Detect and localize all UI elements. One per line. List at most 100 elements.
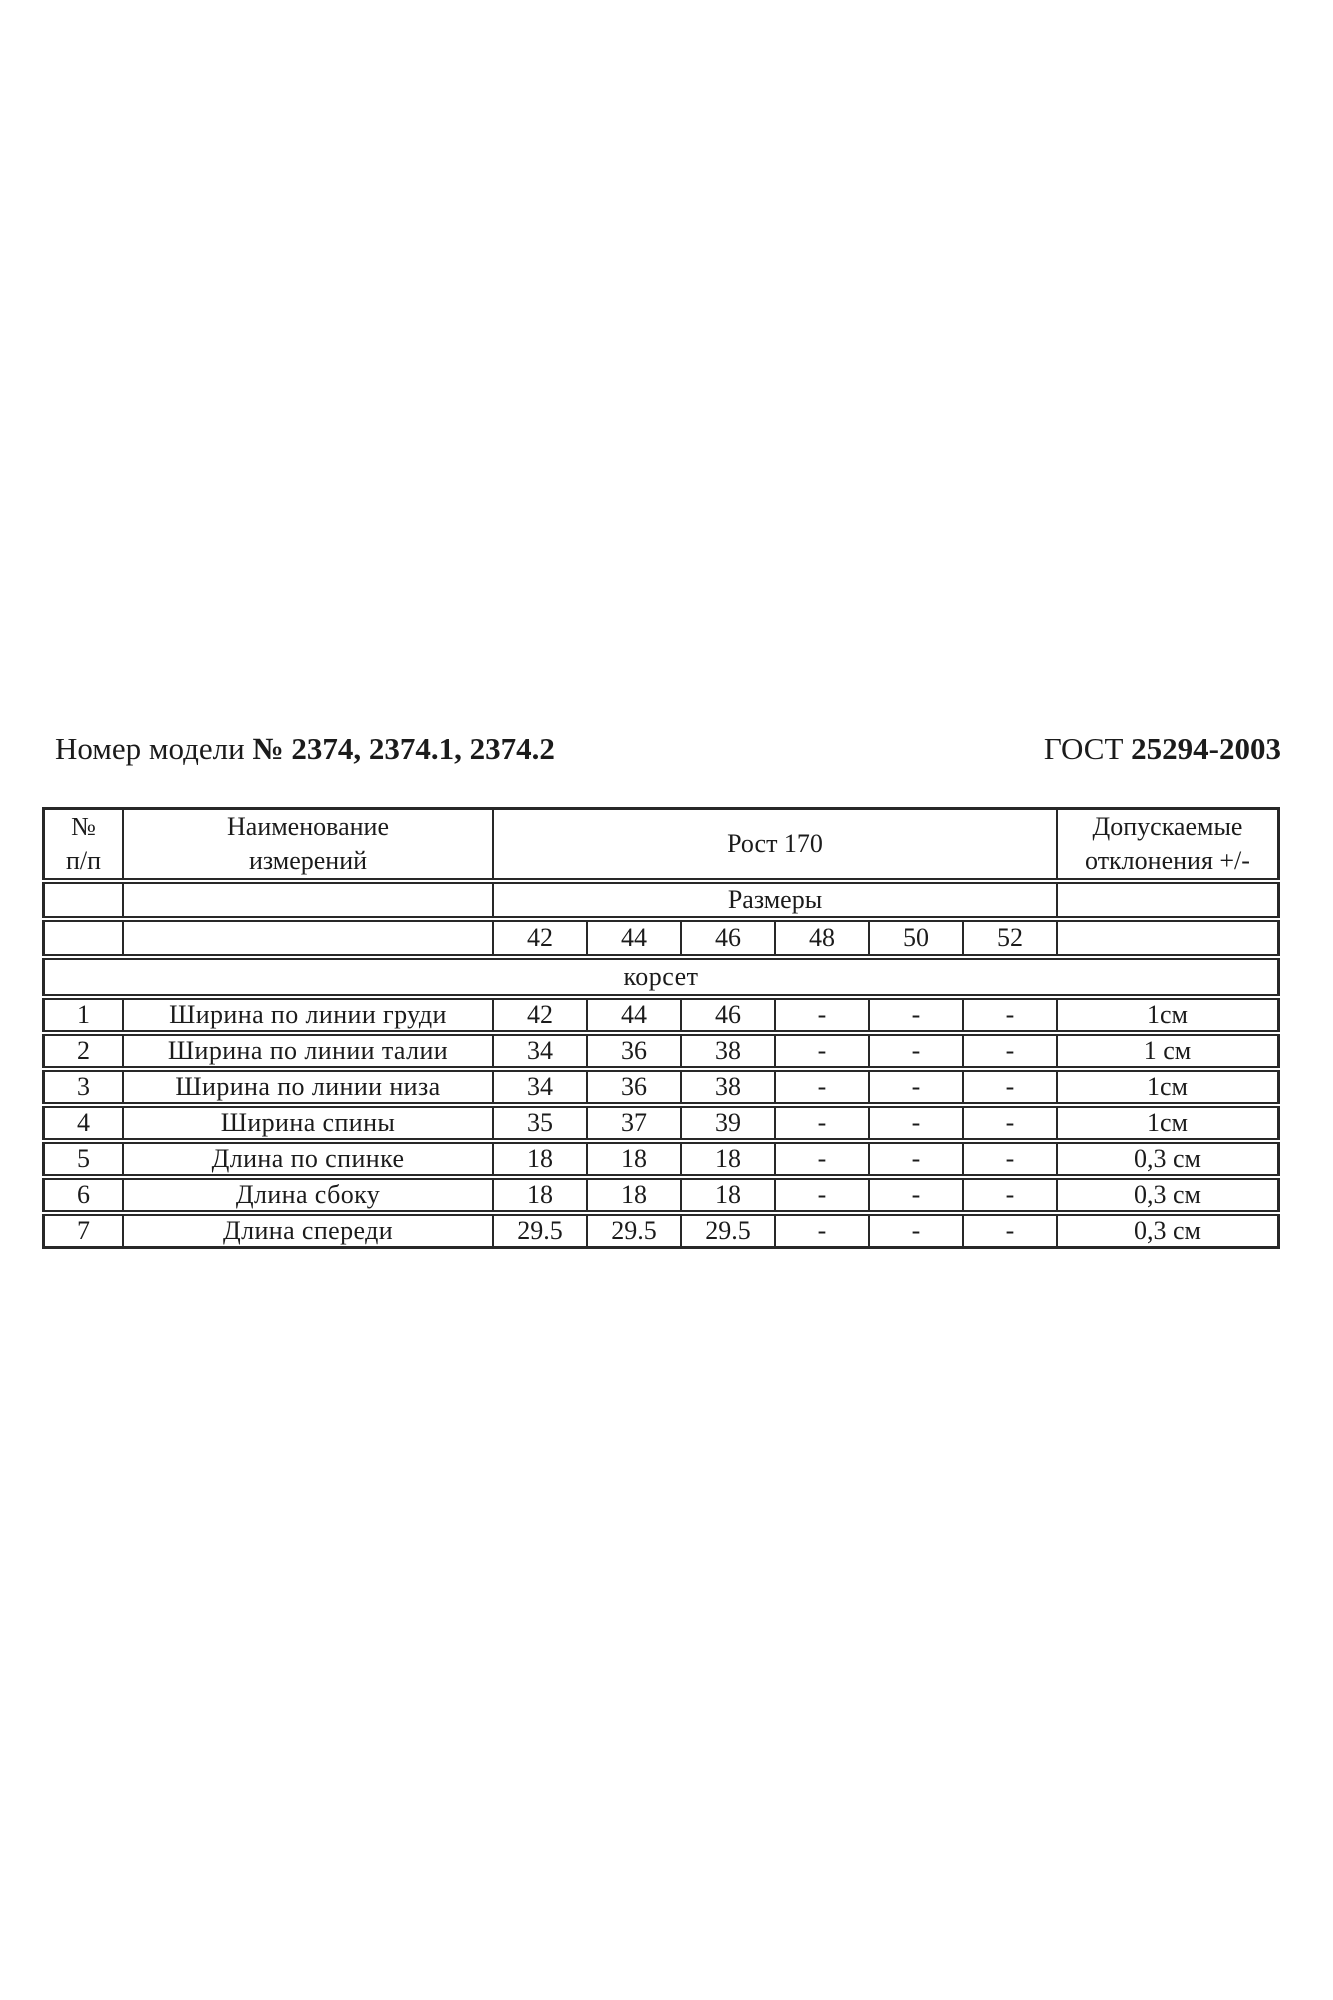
size-value: 42 <box>492 998 586 1032</box>
tolerance-value: 0,3 см <box>1056 1142 1280 1176</box>
model-numbers: № 2374, 2374.1, 2374.2 <box>252 731 555 766</box>
size-value: 18 <box>586 1178 680 1212</box>
measurement-name: Длина сбоку <box>122 1178 492 1212</box>
size-value: - <box>868 1142 962 1176</box>
size-header: 50 <box>868 920 962 956</box>
size-value: 38 <box>680 1034 774 1068</box>
model-label: Номер модели <box>55 731 253 766</box>
tolerance-value: 0,3 см <box>1056 1178 1280 1212</box>
size-header: 44 <box>586 920 680 956</box>
size-value: - <box>962 1142 1056 1176</box>
section-label: корсет <box>42 958 1280 996</box>
size-value: 34 <box>492 1034 586 1068</box>
size-value: 44 <box>586 998 680 1032</box>
header-row-sizes-label: Размеры <box>42 882 1280 918</box>
model-number-title: Номер модели № 2374, 2374.1, 2374.2 <box>55 730 555 768</box>
document-header: Номер модели № 2374, 2374.1, 2374.2 ГОСТ… <box>55 730 1281 768</box>
size-value: - <box>962 998 1056 1032</box>
col-header-name-bottom: измерений <box>248 846 368 875</box>
size-value: 29.5 <box>586 1214 680 1249</box>
table-row: 7 Длина спереди 29.5 29.5 29.5 - - - 0,3… <box>42 1214 1280 1249</box>
row-number: 2 <box>42 1034 122 1068</box>
size-value: - <box>868 998 962 1032</box>
row-number: 7 <box>42 1214 122 1249</box>
size-header: 52 <box>962 920 1056 956</box>
size-value: 18 <box>586 1142 680 1176</box>
table-row: 3 Ширина по линии низа 34 36 38 - - - 1с… <box>42 1070 1280 1104</box>
measurement-name: Ширина спины <box>122 1106 492 1140</box>
tolerance-value: 0,3 см <box>1056 1214 1280 1249</box>
gost-label: ГОСТ <box>1043 731 1132 766</box>
size-value: - <box>962 1214 1056 1249</box>
table-row: 5 Длина по спинке 18 18 18 - - - 0,3 см <box>42 1142 1280 1176</box>
table-row: 1 Ширина по линии груди 42 44 46 - - - 1… <box>42 998 1280 1032</box>
header-row-main: № п/п Наименование измерений Рост 170 До… <box>42 807 1280 880</box>
size-value: - <box>962 1106 1056 1140</box>
size-value: 29.5 <box>492 1214 586 1249</box>
size-value: 29.5 <box>680 1214 774 1249</box>
tolerance-value: 1см <box>1056 1106 1280 1140</box>
size-value: 18 <box>680 1142 774 1176</box>
gost-number: 25294-2003 <box>1131 731 1281 766</box>
col-header-tolerance-top: Допускаемые <box>1092 812 1243 841</box>
size-value: 38 <box>680 1070 774 1104</box>
size-value: 18 <box>492 1142 586 1176</box>
size-value: 36 <box>586 1034 680 1068</box>
table-row: 4 Ширина спины 35 37 39 - - - 1см <box>42 1106 1280 1140</box>
size-value: 46 <box>680 998 774 1032</box>
header-row-size-values: 42 44 46 48 50 52 <box>42 920 1280 956</box>
col-header-tolerance-bottom: отклонения +/- <box>1085 846 1250 875</box>
size-value: 18 <box>492 1178 586 1212</box>
size-value: - <box>868 1034 962 1068</box>
empty-cell <box>122 882 492 918</box>
row-number: 6 <box>42 1178 122 1212</box>
size-value: 39 <box>680 1106 774 1140</box>
col-header-tolerance: Допускаемые отклонения +/- <box>1056 807 1280 880</box>
size-value: 18 <box>680 1178 774 1212</box>
size-value: - <box>868 1178 962 1212</box>
empty-cell <box>1056 920 1280 956</box>
row-number: 4 <box>42 1106 122 1140</box>
tolerance-value: 1 см <box>1056 1034 1280 1068</box>
section-row: корсет <box>42 958 1280 996</box>
table-row: 2 Ширина по линии талии 34 36 38 - - - 1… <box>42 1034 1280 1068</box>
measurement-name: Ширина по линии талии <box>122 1034 492 1068</box>
size-header: 46 <box>680 920 774 956</box>
measurement-name: Ширина по линии низа <box>122 1070 492 1104</box>
size-header: 42 <box>492 920 586 956</box>
col-header-name: Наименование измерений <box>122 807 492 880</box>
table-row: 6 Длина сбоку 18 18 18 - - - 0,3 см <box>42 1178 1280 1212</box>
size-header: 48 <box>774 920 868 956</box>
col-header-height-group: Рост 170 <box>492 807 1056 880</box>
size-value: 34 <box>492 1070 586 1104</box>
sizes-group-label: Размеры <box>492 882 1056 918</box>
col-header-num-top: № <box>71 812 96 841</box>
col-header-num-bottom: п/п <box>65 846 102 875</box>
size-value: - <box>868 1070 962 1104</box>
row-number: 5 <box>42 1142 122 1176</box>
row-number: 3 <box>42 1070 122 1104</box>
size-value: - <box>774 1214 868 1249</box>
gost-title: ГОСТ 25294-2003 <box>1044 730 1281 768</box>
measurement-name: Длина спереди <box>122 1214 492 1249</box>
empty-cell <box>1056 882 1280 918</box>
size-value: - <box>962 1034 1056 1068</box>
size-value: - <box>962 1178 1056 1212</box>
empty-cell <box>42 920 122 956</box>
size-value: - <box>868 1106 962 1140</box>
size-value: - <box>774 998 868 1032</box>
size-value: - <box>774 1034 868 1068</box>
size-value: 37 <box>586 1106 680 1140</box>
col-header-num: № п/п <box>42 807 122 880</box>
col-header-name-top: Наименование <box>227 812 389 841</box>
measurement-name: Длина по спинке <box>122 1142 492 1176</box>
row-number: 1 <box>42 998 122 1032</box>
tolerance-value: 1см <box>1056 1070 1280 1104</box>
size-value: - <box>962 1070 1056 1104</box>
tolerance-value: 1см <box>1056 998 1280 1032</box>
empty-cell <box>122 920 492 956</box>
size-value: - <box>774 1142 868 1176</box>
measurement-table: № п/п Наименование измерений Рост 170 До… <box>42 805 1280 1251</box>
size-value: 35 <box>492 1106 586 1140</box>
